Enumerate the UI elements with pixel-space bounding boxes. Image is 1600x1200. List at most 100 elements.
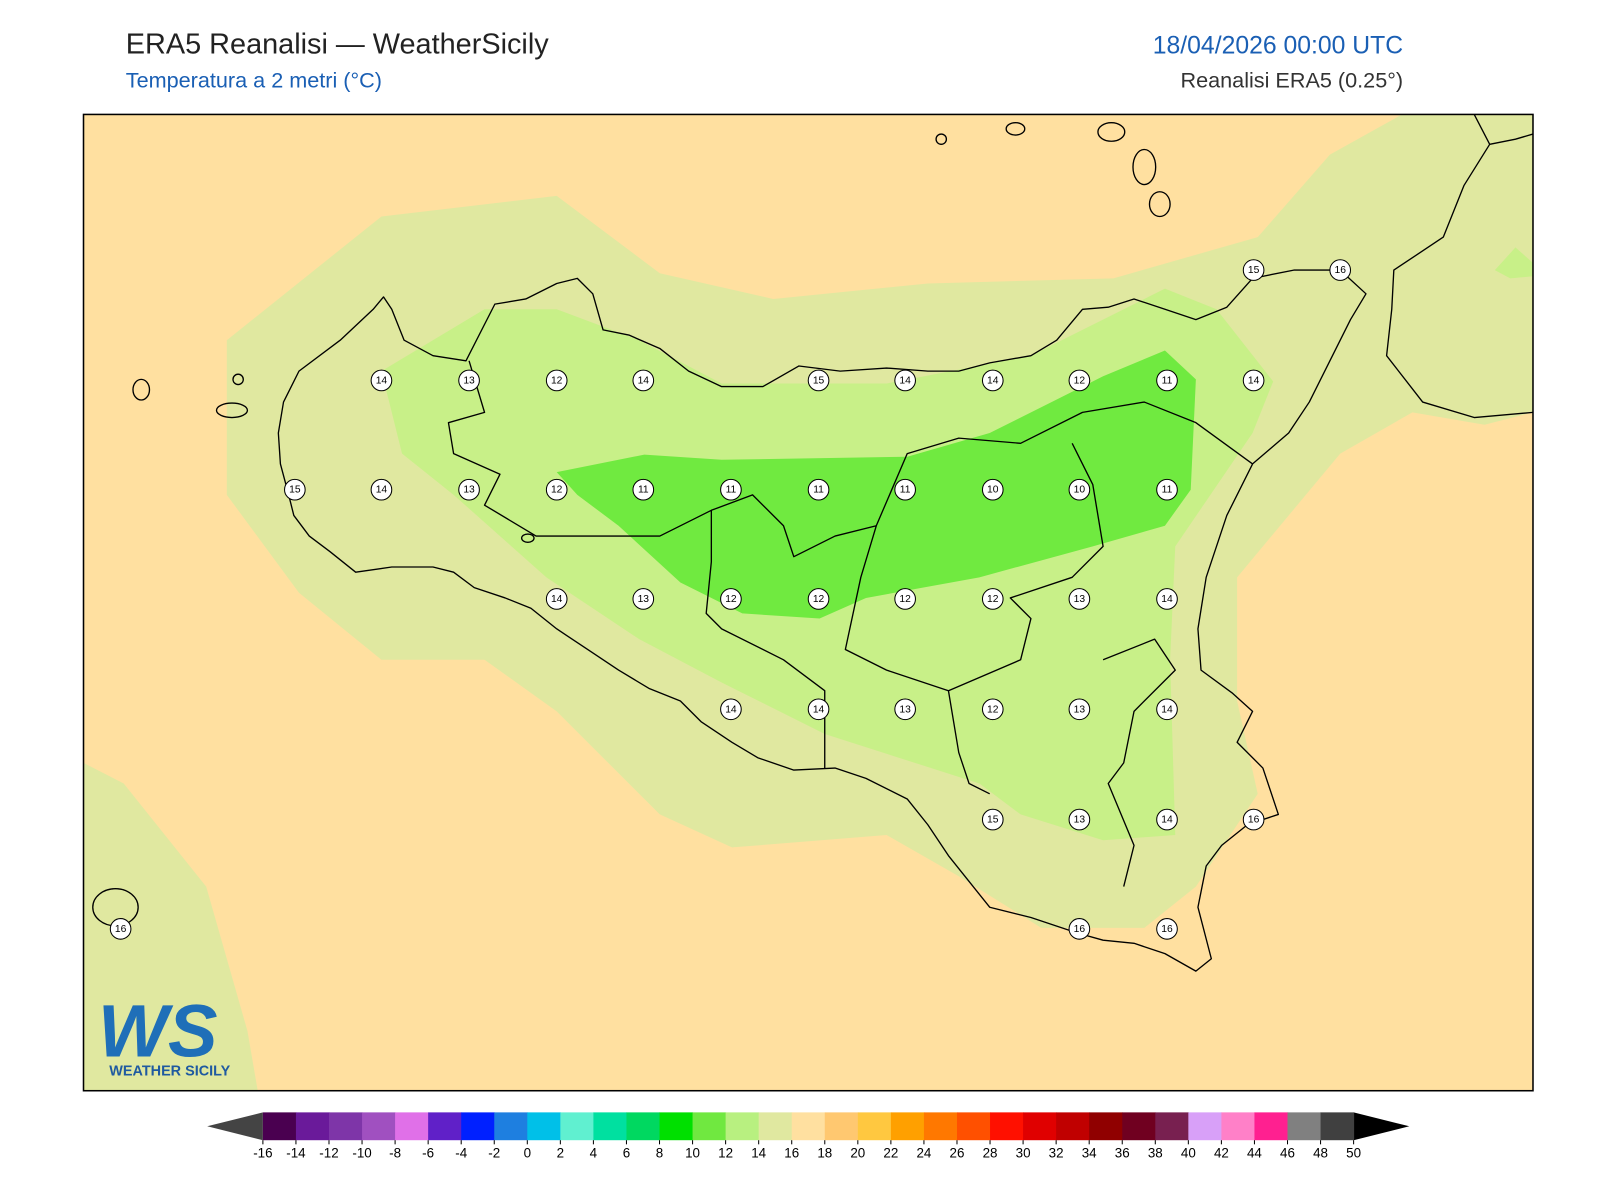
station: 13 [632,588,655,610]
colorbar-tick-label: -10 [352,1146,371,1161]
station: 12 [1068,369,1091,392]
station-value: 14 [376,485,388,496]
station-marker [807,698,830,721]
station-marker [807,369,830,392]
colorbar-tick-label: 24 [916,1146,931,1161]
station-marker [632,478,655,501]
logo: WS WEATHER SICILY [98,990,231,1080]
stations: 14 13 12 14 15 14 14 12 11 14 15 16 15 14 13 12 11 11 11 11… [109,259,1352,940]
colorbar-segment [758,1112,793,1141]
station-value: 15 [987,815,999,826]
colorbar-segment [956,1112,991,1141]
colorbar-segment [1320,1112,1355,1141]
station-value: 12 [1074,375,1086,386]
colorbar-segment [1089,1112,1123,1141]
colorbar-tick-label: 6 [623,1146,630,1161]
station-value: 11 [726,485,737,496]
station-value: 12 [725,594,737,605]
station-value: 13 [1074,704,1086,715]
station-marker [981,478,1004,501]
station: 15 [807,369,830,392]
station-marker [1068,369,1091,392]
field-14-16 [83,762,258,1091]
station-marker [894,369,916,392]
station-marker [458,369,480,392]
colorbar-tick-label: 4 [590,1146,598,1161]
station: 14 [370,478,393,501]
station-marker [1068,478,1091,501]
station: 14 [632,369,655,392]
station: 13 [1068,808,1091,831]
coastline [277,269,1367,972]
colorbar-tick-label: 42 [1214,1146,1229,1161]
station-marker [1156,588,1178,610]
station-value: 14 [813,704,825,715]
colorbar-segment [890,1112,925,1141]
colorbar-segment [593,1112,627,1141]
colorbar-segment [824,1112,859,1141]
station: 13 [1068,588,1091,610]
colorbar-segment [990,1112,1024,1141]
station-value: 13 [1074,815,1086,826]
colorbar-segment [395,1112,429,1141]
station: 13 [894,698,916,721]
station-marker [458,478,480,501]
station: 12 [807,588,830,610]
station-value: 11 [638,485,649,496]
station-marker [1156,698,1178,721]
colorbar-tick-label: 22 [883,1146,898,1161]
station-marker [981,369,1004,392]
station-marker [1156,808,1178,831]
station-value: 12 [813,594,825,605]
station: 14 [1156,588,1178,610]
station: 11 [1156,478,1178,501]
station-value: 16 [1074,924,1086,935]
station-marker [894,698,916,721]
station: 11 [720,478,742,501]
station-marker [894,588,916,610]
station-value: 13 [463,375,475,386]
colorbar-segment [923,1112,958,1141]
colorbar-over [1353,1112,1410,1141]
station-marker [1068,588,1091,610]
title: ERA5 Reanalisi — WeatherSicily [126,29,549,61]
calabria-coast [1385,114,1533,419]
station-value: 14 [551,594,563,605]
station-value: 12 [551,375,563,386]
station-value: 15 [289,485,301,496]
station-marker [1242,259,1265,281]
station-marker [370,369,393,392]
islands [92,122,1171,927]
colorbar-tick-label: 18 [817,1146,832,1161]
colorbar-tick-label: 10 [685,1146,700,1161]
station: 13 [458,369,480,392]
station-value: 14 [1161,815,1173,826]
station: 14 [1156,698,1178,721]
colorbar-tick-label: -4 [455,1146,467,1161]
colorbar-tick-label: 44 [1247,1146,1262,1161]
colorbar-tick-label: -12 [319,1146,338,1161]
station-value: 12 [551,485,563,496]
station-marker [807,478,830,501]
station-value: 11 [813,485,824,496]
station-marker [981,698,1004,721]
station-marker [720,478,742,501]
station: 16 [1156,918,1178,940]
station-marker [807,588,830,610]
colorbar-tick-label: 48 [1313,1146,1328,1161]
station-value: 11 [1162,375,1173,386]
province-border [447,360,1253,887]
station: 16 [1329,259,1352,281]
colorbar-segment [328,1112,363,1141]
colorbar-tick-label: 2 [557,1146,564,1161]
colorbar-segment [659,1112,694,1141]
colorbar-segment [295,1112,330,1141]
colorbar-segment [1023,1112,1057,1141]
station-value: 13 [463,485,475,496]
station: 14 [807,698,830,721]
station-value: 14 [725,704,737,715]
station-value: 13 [899,704,911,715]
colorbar-segment [527,1112,561,1141]
colorbar-segment [1155,1112,1189,1141]
colorbar-segment [1287,1112,1322,1141]
